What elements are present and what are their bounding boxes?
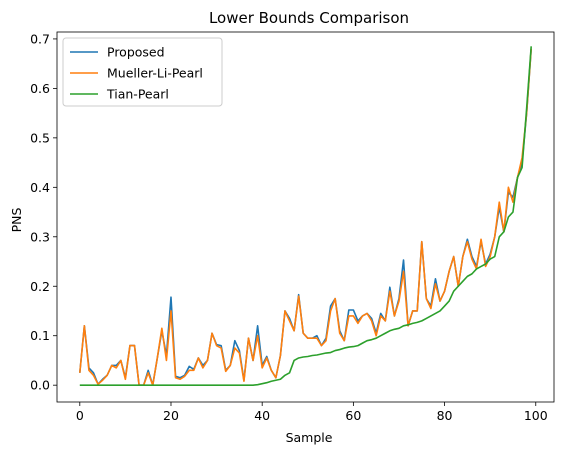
chart-title: Lower Bounds Comparison [209, 9, 409, 27]
x-tick-label: 20 [163, 408, 179, 423]
y-tick-label: 0.4 [30, 180, 50, 195]
y-tick-label: 0.3 [30, 229, 50, 244]
plot-frame [56, 31, 555, 403]
plot-area [79, 46, 532, 386]
legend-label-3: Tian-Pearl [106, 87, 169, 102]
series-line-2 [79, 48, 532, 386]
legend-label-1: Proposed [107, 45, 165, 60]
x-axis-label: Sample [286, 430, 333, 445]
y-tick-label: 0.2 [30, 279, 50, 294]
y-axis-ticks: 0.0 0.1 0.2 0.3 0.4 0.5 0.6 0.7 [30, 31, 57, 393]
y-tick-label: 0.1 [30, 328, 50, 343]
x-axis-ticks: 0 20 40 60 80 100 [76, 402, 548, 423]
y-tick-label: 0.0 [30, 378, 50, 393]
y-tick-label: 0.7 [30, 31, 50, 46]
series-line-3 [79, 46, 532, 386]
x-tick-label: 100 [524, 408, 548, 423]
legend: Proposed Mueller-Li-Pearl Tian-Pearl [62, 37, 223, 107]
x-tick-label: 60 [345, 408, 361, 423]
x-tick-label: 0 [76, 408, 84, 423]
y-tick-label: 0.6 [30, 81, 50, 96]
x-tick-label: 80 [437, 408, 453, 423]
y-tick-label: 0.5 [30, 130, 50, 145]
legend-box [62, 37, 223, 107]
legend-label-2: Mueller-Li-Pearl [107, 66, 203, 81]
y-axis-label: PNS [9, 208, 24, 233]
x-tick-label: 40 [254, 408, 270, 423]
